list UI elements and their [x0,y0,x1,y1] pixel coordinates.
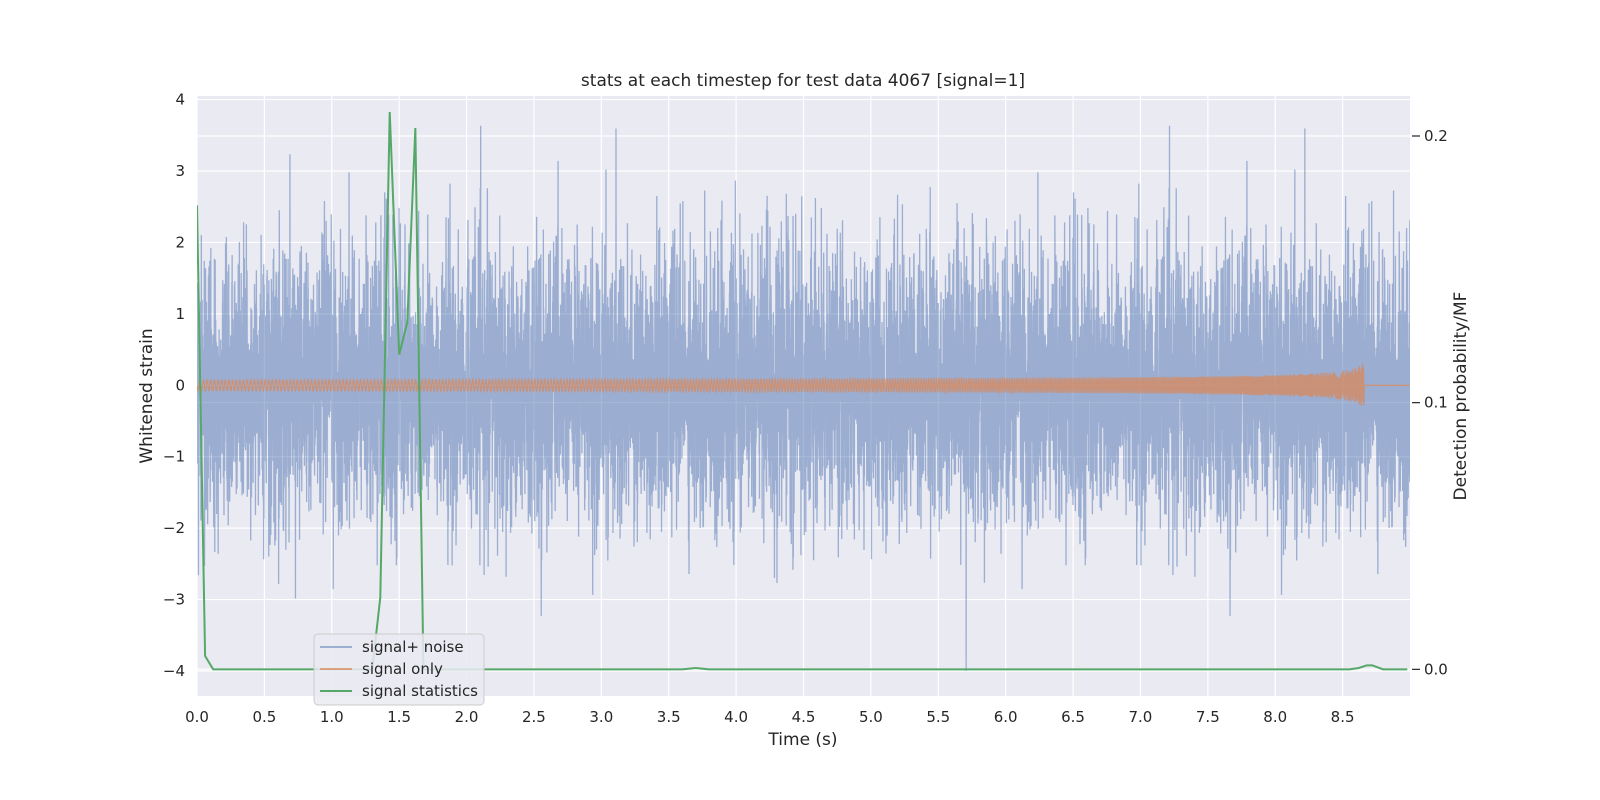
x-tick-label: 5.0 [859,708,883,726]
legend-label-signal-only: signal only [362,660,443,678]
y-left-axis-label: Whitened strain [137,328,157,463]
x-tick-label: 8.5 [1331,708,1355,726]
x-tick-label: 7.5 [1196,708,1220,726]
x-axis-label: Time (s) [767,730,837,750]
y-left-tick-label: 0 [175,376,185,394]
y-right-axis-ticks: 0.0 0.1 0.2 [1412,127,1448,678]
x-tick-label: 0.5 [252,708,276,726]
y-left-tick-label: 4 [175,91,185,109]
y-left-tick-label: −2 [163,519,185,537]
x-tick-label: 3.5 [657,708,681,726]
x-tick-label: 8.0 [1263,708,1287,726]
x-tick-label: 3.0 [589,708,613,726]
y-right-axis-label: Detection probability/MF [1451,292,1471,501]
y-right-tick-label: 0.1 [1424,394,1448,412]
y-left-tick-label: −3 [163,591,185,609]
x-tick-label: 4.5 [792,708,816,726]
x-tick-label: 0.0 [185,708,209,726]
x-axis-ticks: 0.0 0.5 1.0 1.5 2.0 2.5 3.0 3.5 4.0 4.5 5.0 5.5 6.0 6… [185,708,1354,726]
y-left-tick-label: 2 [175,233,185,251]
y-right-tick-label: 0.2 [1424,127,1448,145]
y-left-tick-label: 3 [175,162,185,180]
x-tick-label: 5.5 [926,708,950,726]
x-tick-label: 4.0 [724,708,748,726]
y-left-tick-label: −1 [163,448,185,466]
legend-box [313,633,485,706]
x-tick-label: 1.5 [387,708,411,726]
x-tick-label: 6.0 [994,708,1018,726]
x-tick-label: 2.5 [522,708,546,726]
x-tick-label: 1.0 [320,708,344,726]
y-right-tick-label: 0.0 [1424,660,1448,678]
series-signal-only [197,363,1410,406]
x-tick-label: 2.0 [455,708,479,726]
x-tick-label: 7.0 [1129,708,1153,726]
y-left-axis-ticks: −4 −3 −2 −1 0 1 2 3 4 [163,91,185,680]
chart-title: stats at each timestep for test data 406… [581,71,1025,91]
legend-label-signal-noise: signal+ noise [362,638,464,656]
signal-only-line [197,363,1410,406]
legend: signal+ noise signal only signal statist… [313,633,485,706]
y-left-tick-label: −4 [163,662,185,680]
legend-label-signal-statistics: signal statistics [362,682,478,700]
x-tick-label: 6.5 [1061,708,1085,726]
y-left-tick-label: 1 [175,305,185,323]
